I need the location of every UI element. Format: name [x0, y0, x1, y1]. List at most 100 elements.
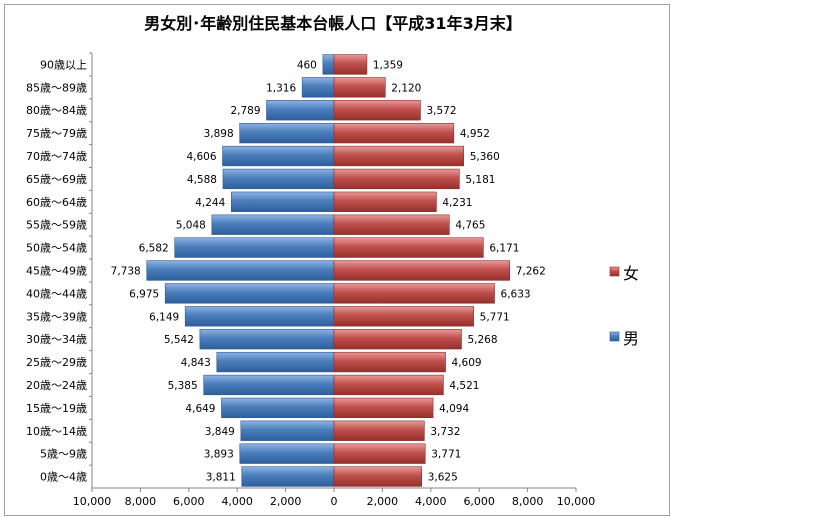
- data-label-male-12: 4,244: [195, 197, 225, 209]
- bar-male-13: [222, 168, 335, 190]
- data-label-female-10: 6,171: [489, 243, 519, 255]
- category-label-3: 15歳～19歳: [26, 402, 87, 415]
- bar-male-16: [266, 100, 335, 121]
- category-label-8: 40歳～44歳: [26, 287, 87, 300]
- category-label-18: 90歳以上: [40, 58, 87, 71]
- x-tick-label-3: 4,000: [221, 495, 253, 508]
- category-label-0: 0歳～4歳: [40, 471, 87, 484]
- bar-male-15: [239, 122, 335, 144]
- category-label-15: 75歳～79歳: [26, 127, 87, 140]
- x-tick-label-7: 4,000: [415, 495, 447, 508]
- population-pyramid-chart: 男女別･年齢別住民基本台帳人口【平成31年3月末】 3,811 3,625 3,89…: [26, 14, 639, 508]
- data-label-female-18: 1,359: [373, 59, 403, 71]
- bar-male-9: [146, 260, 335, 281]
- bar-male-10: [174, 237, 335, 258]
- bar-male-18: [322, 54, 335, 75]
- category-label-2: 10歳～14歳: [26, 425, 87, 438]
- category-label-4: 20歳～24歳: [26, 379, 87, 392]
- category-label-13: 65歳～69歳: [26, 173, 87, 186]
- category-label-5: 25歳～29歳: [26, 356, 87, 369]
- bar-female-5: [333, 351, 446, 373]
- legend-swatch-female: [609, 266, 620, 277]
- x-tick-label-1: 8,000: [125, 495, 157, 508]
- data-label-male-0: 3,811: [206, 472, 236, 484]
- data-label-female-7: 5,771: [480, 311, 510, 323]
- bar-male-3: [221, 397, 335, 419]
- bar-female-0: [333, 466, 423, 487]
- x-axis: 10,000 8,000 6,000 4,000 2,000 0 2,000 4,000 6,0…: [73, 487, 595, 508]
- bar-male-14: [222, 145, 335, 167]
- data-label-male-8: 6,975: [129, 288, 159, 300]
- category-label-9: 45歳～49歳: [26, 265, 87, 278]
- bar-male-8: [164, 283, 335, 304]
- bar-female-2: [333, 420, 425, 441]
- category-label-1: 5歳～9歳: [40, 448, 87, 461]
- bar-female-12: [333, 191, 437, 212]
- data-label-female-3: 4,094: [439, 403, 469, 415]
- data-label-female-16: 3,572: [426, 105, 456, 117]
- category-label-6: 30歳～34歳: [26, 333, 87, 346]
- bar-female-4: [333, 374, 444, 396]
- x-tick-label-9: 8,000: [512, 495, 544, 508]
- data-label-female-0: 3,625: [428, 472, 458, 484]
- data-label-male-1: 3,893: [204, 449, 234, 461]
- data-label-female-13: 5,181: [465, 174, 495, 186]
- legend-label-male: 男: [623, 329, 639, 348]
- data-label-male-15: 3,898: [204, 128, 234, 140]
- bar-female-9: [333, 260, 511, 281]
- bar-male-1: [239, 443, 335, 464]
- legend-label-female: 女: [623, 264, 639, 283]
- bar-female-16: [333, 100, 421, 121]
- data-label-male-4: 5,385: [168, 380, 198, 392]
- data-label-male-10: 6,582: [139, 243, 169, 255]
- bar-male-4: [203, 374, 335, 396]
- bar-male-0: [241, 466, 335, 487]
- data-label-male-17: 1,316: [266, 82, 296, 94]
- bar-female-11: [333, 214, 450, 235]
- category-label-14: 70歳～74歳: [26, 150, 87, 163]
- data-label-male-9: 7,738: [111, 266, 141, 278]
- data-label-female-17: 2,120: [391, 82, 421, 94]
- data-label-female-2: 3,732: [430, 426, 460, 438]
- bar-female-18: [333, 54, 368, 75]
- bar-male-11: [211, 214, 335, 235]
- category-label-17: 85歳～89歳: [26, 81, 87, 94]
- data-label-male-2: 3,849: [205, 426, 235, 438]
- data-label-male-16: 2,789: [230, 105, 260, 117]
- x-tick-label-5: 0: [331, 495, 338, 508]
- data-label-female-8: 6,633: [501, 288, 531, 300]
- data-label-female-4: 4,521: [449, 380, 479, 392]
- x-tick-label-8: 6,000: [463, 495, 495, 508]
- data-label-male-14: 4,606: [186, 151, 216, 163]
- data-label-male-18: 460: [297, 59, 317, 71]
- bar-male-17: [301, 77, 335, 98]
- data-label-female-5: 4,609: [452, 357, 482, 369]
- data-label-female-15: 4,952: [460, 128, 490, 140]
- bar-female-10: [333, 237, 484, 258]
- bar-female-1: [333, 443, 426, 464]
- chart-title: 男女別･年齢別住民基本台帳人口【平成31年3月末】: [144, 14, 521, 33]
- bar-male-7: [184, 306, 335, 327]
- data-label-female-6: 5,268: [467, 334, 497, 346]
- bars-layer: 3,811 3,625 3,893 3,771 3,849 3,732 4,649 4,094…: [111, 54, 546, 487]
- data-label-female-1: 3,771: [431, 449, 461, 461]
- bar-male-6: [199, 329, 335, 350]
- legend: 女男: [609, 264, 639, 348]
- data-label-male-11: 5,048: [176, 220, 206, 232]
- chart-frame: 男女別･年齢別住民基本台帳人口【平成31年3月末】 3,811 3,625 3,89…: [4, 4, 670, 516]
- x-tick-label-0: 10,000: [73, 495, 112, 508]
- data-label-male-6: 5,542: [164, 334, 194, 346]
- bar-female-6: [333, 329, 462, 350]
- bar-male-12: [230, 191, 335, 212]
- data-label-female-11: 4,765: [455, 220, 485, 232]
- x-tick-label-6: 2,000: [367, 495, 399, 508]
- bar-male-5: [216, 351, 335, 373]
- bar-female-17: [333, 77, 386, 98]
- data-label-male-7: 6,149: [149, 311, 179, 323]
- category-label-16: 80歳～84歳: [26, 104, 87, 117]
- bar-male-2: [240, 420, 335, 441]
- category-label-11: 55歳～59歳: [26, 219, 87, 232]
- data-label-female-9: 7,262: [516, 266, 546, 278]
- bar-female-13: [333, 168, 460, 190]
- x-tick-label-2: 6,000: [173, 495, 205, 508]
